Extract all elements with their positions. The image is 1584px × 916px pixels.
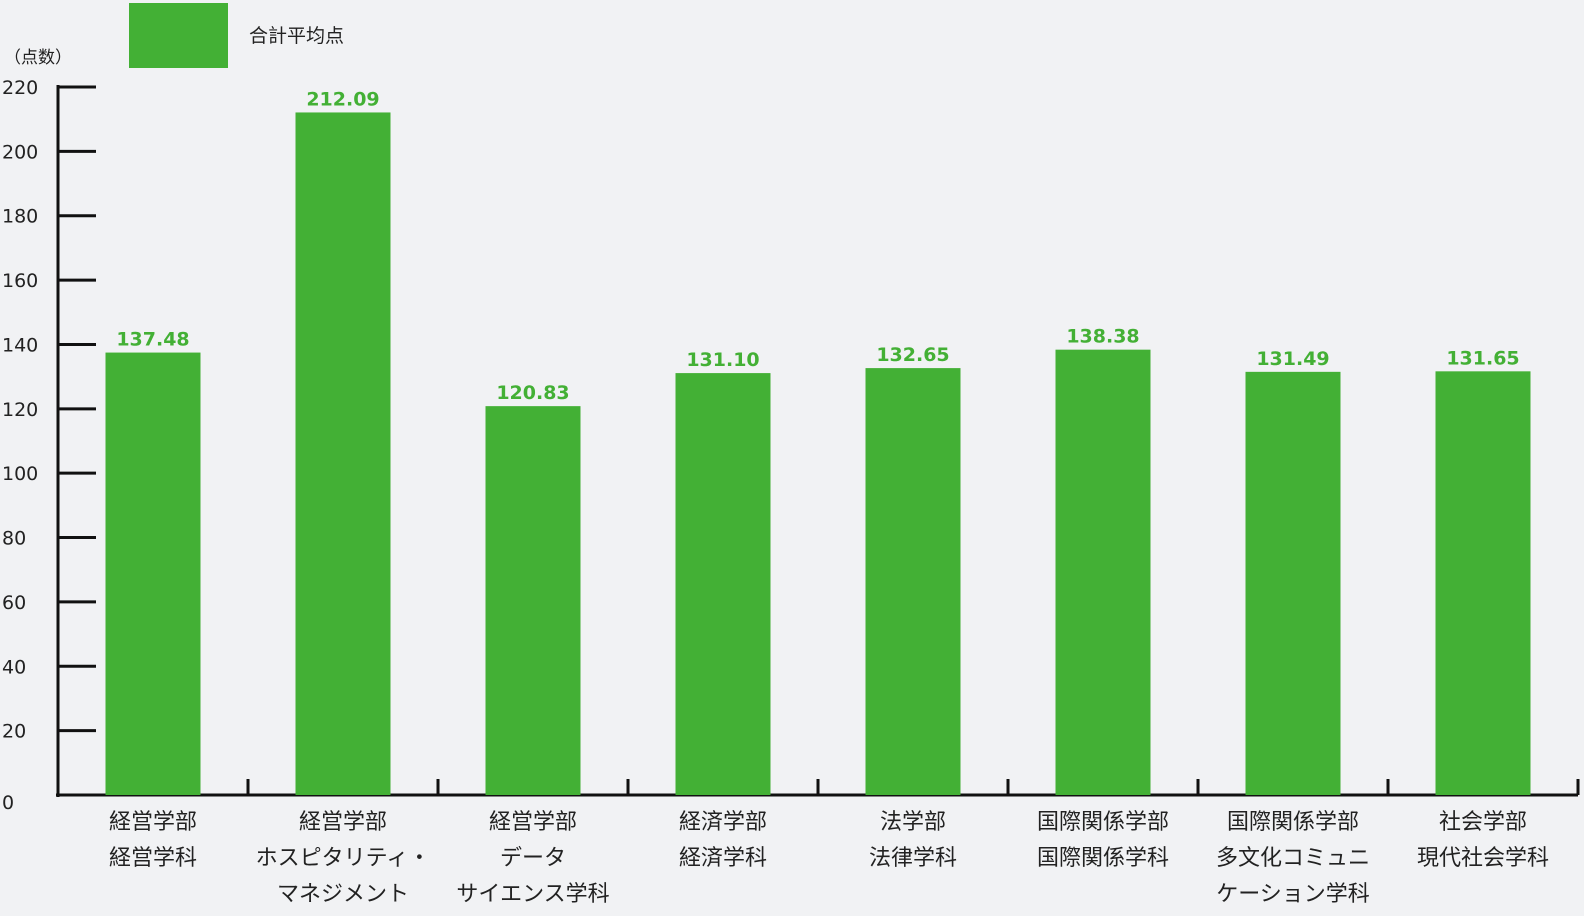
legend-swatch xyxy=(129,3,228,68)
value-labels: 137.48 212.09 120.83 131.10 132.65 138.38 131.… xyxy=(116,88,1519,404)
y-tick-label: 60 xyxy=(2,592,26,614)
y-tick-label: 180 xyxy=(2,206,38,228)
x-tick-label: 経済学部 xyxy=(679,810,767,835)
legend-label: 合計平均点 xyxy=(249,25,344,47)
x-tick-label: データ xyxy=(500,846,566,871)
y-tick-label: 220 xyxy=(2,77,38,99)
x-tick-label: 法律学科 xyxy=(869,846,957,871)
bar xyxy=(1245,371,1341,795)
legend: 合計平均点 xyxy=(129,3,344,68)
x-tick-label: 国際関係学部 xyxy=(1227,810,1359,835)
bar xyxy=(105,352,201,795)
x-tick-label: 経営学部 xyxy=(489,810,577,835)
y-tick-label: 20 xyxy=(2,721,26,743)
x-tick-label: 国際関係学部 xyxy=(1037,810,1169,835)
x-tick-labels: 経営学部経営学科経営学部ホスピタリティ・マネジメント経営学部データサイエンス学科… xyxy=(109,810,1549,907)
y-axis-title: （点数） xyxy=(4,48,72,68)
y-tick-label: 80 xyxy=(2,528,26,550)
x-tick-label: 社会学部 xyxy=(1439,810,1527,835)
bar xyxy=(295,112,391,796)
x-axis xyxy=(56,779,1580,797)
value-label: 120.83 xyxy=(496,382,569,404)
x-tick-label: 経済学科 xyxy=(679,846,767,871)
bar xyxy=(1435,371,1531,795)
value-label: 131.65 xyxy=(1446,347,1519,369)
y-tick-label: 100 xyxy=(2,463,38,485)
y-tick-label: 120 xyxy=(2,399,38,421)
y-tick-label: 200 xyxy=(2,141,38,163)
x-tick-label: 国際関係学科 xyxy=(1037,846,1169,871)
y-tick-label: 140 xyxy=(2,334,38,356)
value-label: 132.65 xyxy=(876,344,949,366)
y-axis: 0 20 40 60 80 100 120 140 160 180 200 220 xyxy=(2,77,96,814)
bar xyxy=(865,368,961,795)
y-tick-label: 160 xyxy=(2,270,38,292)
y-tick-label: 40 xyxy=(2,656,26,678)
value-label: 137.48 xyxy=(116,329,189,351)
y-tick-label: 0 xyxy=(2,792,14,814)
bars xyxy=(105,112,1531,796)
x-tick-label: 経営学部 xyxy=(299,810,387,835)
value-label: 131.10 xyxy=(686,349,759,371)
x-tick-label: 多文化コミュニ xyxy=(1216,846,1370,871)
x-tick-label: 現代社会学科 xyxy=(1417,846,1549,871)
x-tick-label: サイエンス学科 xyxy=(456,882,609,907)
x-tick-label: ケーション学科 xyxy=(1216,882,1370,907)
x-tick-label: ホスピタリティ・ xyxy=(256,846,431,871)
value-label: 131.49 xyxy=(1256,348,1329,370)
value-label: 138.38 xyxy=(1066,326,1139,348)
bar xyxy=(1055,349,1151,795)
bar xyxy=(485,406,581,795)
x-tick-label: 経営学科 xyxy=(109,846,197,871)
value-label: 212.09 xyxy=(306,88,379,110)
x-tick-label: マネジメント xyxy=(277,882,409,907)
x-tick-label: 法学部 xyxy=(880,810,946,835)
x-tick-label: 経営学部 xyxy=(109,810,197,835)
bar xyxy=(675,373,771,795)
